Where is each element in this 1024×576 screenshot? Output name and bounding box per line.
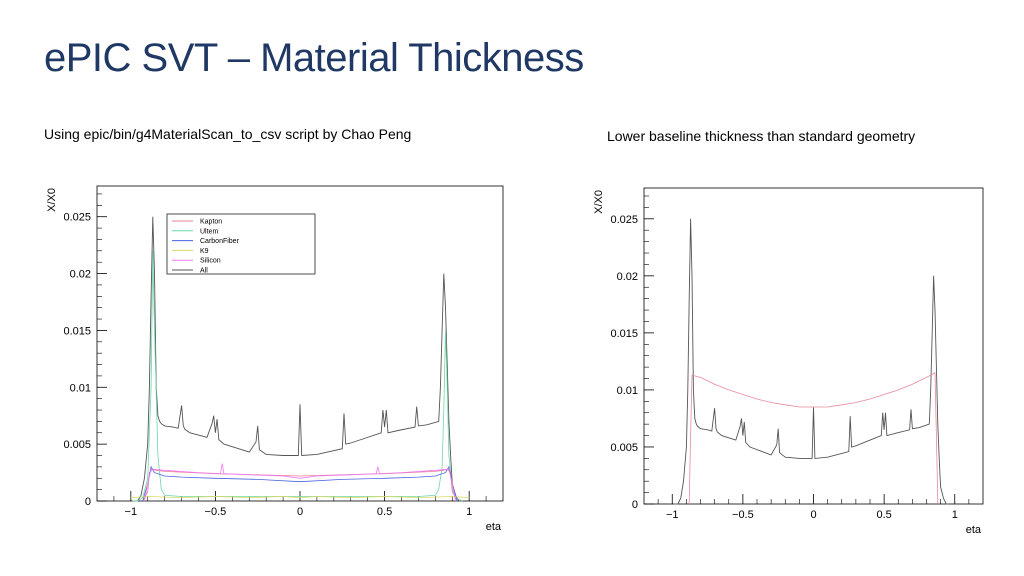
series-line-baseline [688,372,939,505]
y-tick-label: 0.025 [610,214,638,226]
legend-label: Ultem [200,228,218,235]
plot-canvas: 0 0.005 0.01 0.015 0.02 0.025 −1 −0.5 0 0.5 1 eta X/… [593,187,984,536]
legend-label: Kapton [200,219,222,226]
series-line-carbonfiber [142,465,458,502]
legend-label: CarbonFiber [200,238,240,245]
x-axis-label: eta [486,521,502,533]
slide-title: ePIC SVT – Material Thickness [44,36,584,80]
x-tick-label: 0 [297,506,303,518]
x-tick-label: 0.5 [377,506,392,518]
x-tick-label: −0.5 [205,506,227,518]
series-line-all [132,216,463,502]
y-tick-label: 0.025 [63,212,91,224]
plot-canvas: 0 0.005 0.01 0.015 0.02 0.025 −1 −0.5 0 0.5 1 eta X/… [46,185,504,533]
legend-box [166,213,316,275]
series-line-kapton [142,468,458,502]
legend-label: All [200,268,208,275]
x-tick-label: 0 [810,509,816,521]
y-tick-label: 0.01 [70,382,91,394]
series-line-silicon [144,463,456,502]
x-tick-label: 1 [466,506,472,518]
y-tick-label: 0.01 [617,385,638,397]
series-line-k9 [130,496,470,499]
material-scan-plot-components: 0 0.005 0.01 0.015 0.02 0.025 −1 −0.5 0 0.5 1 eta X/… [40,178,510,538]
y-tick-label: 0.005 [610,442,638,454]
material-scan-plot-baseline: 0 0.005 0.01 0.015 0.02 0.025 −1 −0.5 0 0.5 1 eta X/… [585,180,990,540]
series-line-all [673,218,950,505]
y-axis-label: X/X0 [46,188,58,212]
y-tick-label: 0.005 [63,439,91,451]
x-tick-label: 1 [952,509,958,521]
y-tick-label: 0 [85,496,91,508]
x-axis-label: eta [966,524,982,536]
y-tick-label: 0.015 [610,328,638,340]
x-tick-label: 0.5 [876,509,891,521]
legend-label: Silicon [200,258,221,265]
legend-label: K9 [200,248,209,255]
caption-left: Using epic/bin/g4MaterialScan_to_csv scr… [44,126,412,142]
series-line-ultem [132,250,463,502]
x-tick-label: −0.5 [732,509,754,521]
x-tick-label: −1 [666,509,679,521]
y-tick-label: 0 [632,499,638,511]
caption-right: Lower baseline thickness than standard g… [607,128,916,144]
y-tick-label: 0.02 [70,269,91,281]
y-tick-label: 0.015 [63,325,91,337]
y-axis-label: X/X0 [593,190,605,214]
x-tick-label: −1 [125,506,138,518]
y-tick-label: 0.02 [617,271,638,283]
